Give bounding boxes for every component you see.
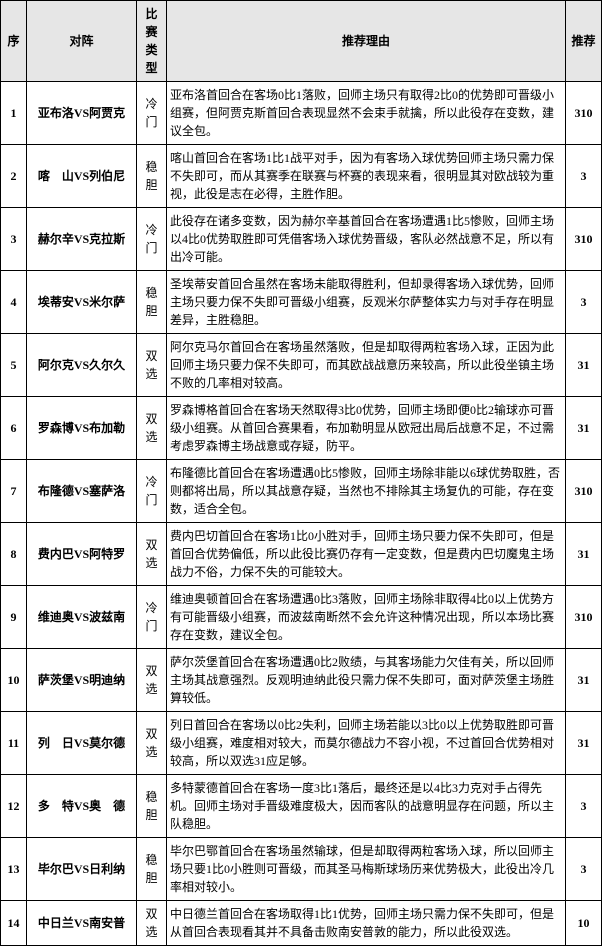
row-reason: 多特蒙德首回合在客场一度3比1落后，最终还是以4比3力克对手占得先机。回师主场对… — [167, 775, 566, 838]
row-type: 稳胆 — [137, 775, 167, 838]
row-index: 14 — [1, 901, 27, 946]
header-row: 序 对阵 比赛类型 推荐理由 推荐 — [1, 1, 602, 82]
row-index: 11 — [1, 712, 27, 775]
row-index: 6 — [1, 397, 27, 460]
table-row: 6罗森博VS布加勒双选罗森博格首回合在客场天然取得3比0优势，回师主场即便0比2… — [1, 397, 602, 460]
row-reason: 布隆德比首回合在客场遭遇0比5惨败，回师主场除非能以6球优势取胜，否则都将出局，… — [167, 460, 566, 523]
row-recommend: 3 — [566, 775, 602, 838]
table-row: 10萨茨堡VS明迪纳双选萨尔茨堡首回合在客场遭遇0比2败绩，与其客场能力欠佳有关… — [1, 649, 602, 712]
header-match: 对阵 — [27, 1, 137, 82]
table-row: 11列 日VS莫尔德双选列日首回合在客场以0比2失利，回师主场若能以3比0以上优… — [1, 712, 602, 775]
row-match: 赫尔辛VS克拉斯 — [27, 208, 137, 271]
row-index: 2 — [1, 145, 27, 208]
row-type: 冷门 — [137, 586, 167, 649]
row-match: 喀 山VS列伯尼 — [27, 145, 137, 208]
row-index: 5 — [1, 334, 27, 397]
row-reason: 维迪奥顿首回合在客场遭遇0比3落败，回师主场除非取得4比0以上优势方有可能晋级小… — [167, 586, 566, 649]
table-row: 5阿尔克VS久尔久双选阿尔克马尔首回合在客场虽然落败，但是却取得两粒客场入球，正… — [1, 334, 602, 397]
row-match: 费内巴VS阿特罗 — [27, 523, 137, 586]
row-type: 双选 — [137, 901, 167, 946]
row-match: 毕尔巴VS日利纳 — [27, 838, 137, 901]
row-index: 3 — [1, 208, 27, 271]
row-index: 12 — [1, 775, 27, 838]
row-type: 双选 — [137, 523, 167, 586]
row-index: 10 — [1, 649, 27, 712]
row-reason: 亚布洛首回合在客场0比1落败，回师主场只有取得2比0的优势即可晋级小组赛，但阿贾… — [167, 82, 566, 145]
row-match: 亚布洛VS阿贾克 — [27, 82, 137, 145]
row-type: 稳胆 — [137, 838, 167, 901]
table-row: 12多 特VS奥 德稳胆多特蒙德首回合在客场一度3比1落后，最终还是以4比3力克… — [1, 775, 602, 838]
row-index: 13 — [1, 838, 27, 901]
row-match: 萨茨堡VS明迪纳 — [27, 649, 137, 712]
row-match: 布隆德VS塞萨洛 — [27, 460, 137, 523]
row-reason: 圣埃蒂安首回合虽然在客场未能取得胜利，但却录得客场入球优势，回师主场只要力保不失… — [167, 271, 566, 334]
row-type: 双选 — [137, 397, 167, 460]
row-index: 9 — [1, 586, 27, 649]
row-type: 双选 — [137, 334, 167, 397]
row-recommend: 10 — [566, 901, 602, 946]
row-recommend: 3 — [566, 271, 602, 334]
row-match: 列 日VS莫尔德 — [27, 712, 137, 775]
table-row: 1亚布洛VS阿贾克冷门亚布洛首回合在客场0比1落败，回师主场只有取得2比0的优势… — [1, 82, 602, 145]
row-type: 稳胆 — [137, 145, 167, 208]
table-row: 3赫尔辛VS克拉斯冷门此役存在诸多变数，因为赫尔辛基首回合在客场遭遇1比5惨败，… — [1, 208, 602, 271]
row-reason: 费内巴切首回合在客场1比0小胜对手，回师主场只要力保不失即可，但是首回合优势偏低… — [167, 523, 566, 586]
table-row: 7布隆德VS塞萨洛冷门布隆德比首回合在客场遭遇0比5惨败，回师主场除非能以6球优… — [1, 460, 602, 523]
row-index: 7 — [1, 460, 27, 523]
row-recommend: 310 — [566, 82, 602, 145]
row-index: 4 — [1, 271, 27, 334]
row-match: 埃蒂安VS米尔萨 — [27, 271, 137, 334]
table-row: 13毕尔巴VS日利纳稳胆毕尔巴鄂首回合在客场虽然输球，但是却取得两粒客场入球，所… — [1, 838, 602, 901]
row-type: 双选 — [137, 712, 167, 775]
row-recommend: 3 — [566, 145, 602, 208]
row-recommend: 3 — [566, 838, 602, 901]
row-recommend: 310 — [566, 208, 602, 271]
row-reason: 中日德兰首回合在客场取得1比1优势，回师主场只需力保不失即可，但是从首回合表现看… — [167, 901, 566, 946]
row-recommend: 310 — [566, 460, 602, 523]
row-match: 多 特VS奥 德 — [27, 775, 137, 838]
table-row: 9维迪奥VS波兹南冷门维迪奥顿首回合在客场遭遇0比3落败，回师主场除非取得4比0… — [1, 586, 602, 649]
header-type: 比赛类型 — [137, 1, 167, 82]
header-idx: 序 — [1, 1, 27, 82]
row-recommend: 31 — [566, 649, 602, 712]
recommendation-table: 序 对阵 比赛类型 推荐理由 推荐 1亚布洛VS阿贾克冷门亚布洛首回合在客场0比… — [0, 0, 602, 946]
table-row: 4埃蒂安VS米尔萨稳胆圣埃蒂安首回合虽然在客场未能取得胜利，但却录得客场入球优势… — [1, 271, 602, 334]
header-rec: 推荐 — [566, 1, 602, 82]
row-reason: 罗森博格首回合在客场天然取得3比0优势，回师主场即便0比2输球亦可晋级小组赛。从… — [167, 397, 566, 460]
header-reason: 推荐理由 — [167, 1, 566, 82]
table-row: 8费内巴VS阿特罗双选费内巴切首回合在客场1比0小胜对手，回师主场只要力保不失即… — [1, 523, 602, 586]
row-type: 冷门 — [137, 82, 167, 145]
row-match: 中日兰VS南安普 — [27, 901, 137, 946]
row-recommend: 31 — [566, 712, 602, 775]
row-reason: 列日首回合在客场以0比2失利，回师主场若能以3比0以上优势取胜即可晋级小组赛，难… — [167, 712, 566, 775]
row-recommend: 31 — [566, 523, 602, 586]
row-index: 1 — [1, 82, 27, 145]
row-reason: 萨尔茨堡首回合在客场遭遇0比2败绩，与其客场能力欠佳有关，所以回师主场其战意强烈… — [167, 649, 566, 712]
table-row: 2喀 山VS列伯尼稳胆喀山首回合在客场1比1战平对手，因为有客场入球优势回师主场… — [1, 145, 602, 208]
row-type: 冷门 — [137, 208, 167, 271]
row-recommend: 31 — [566, 334, 602, 397]
row-type: 双选 — [137, 649, 167, 712]
row-type: 冷门 — [137, 460, 167, 523]
row-reason: 喀山首回合在客场1比1战平对手，因为有客场入球优势回师主场只需力保不失即可，而从… — [167, 145, 566, 208]
row-match: 罗森博VS布加勒 — [27, 397, 137, 460]
row-recommend: 310 — [566, 586, 602, 649]
row-reason: 毕尔巴鄂首回合在客场虽然输球，但是却取得两粒客场入球，所以回师主场只要1比0小胜… — [167, 838, 566, 901]
row-match: 阿尔克VS久尔久 — [27, 334, 137, 397]
row-reason: 此役存在诸多变数，因为赫尔辛基首回合在客场遭遇1比5惨败，回师主场以4比0优势取… — [167, 208, 566, 271]
table-row: 14中日兰VS南安普双选中日德兰首回合在客场取得1比1优势，回师主场只需力保不失… — [1, 901, 602, 946]
row-recommend: 31 — [566, 397, 602, 460]
row-index: 8 — [1, 523, 27, 586]
row-reason: 阿尔克马尔首回合在客场虽然落败，但是却取得两粒客场入球，正因为此回师主场只要力保… — [167, 334, 566, 397]
row-type: 稳胆 — [137, 271, 167, 334]
row-match: 维迪奥VS波兹南 — [27, 586, 137, 649]
